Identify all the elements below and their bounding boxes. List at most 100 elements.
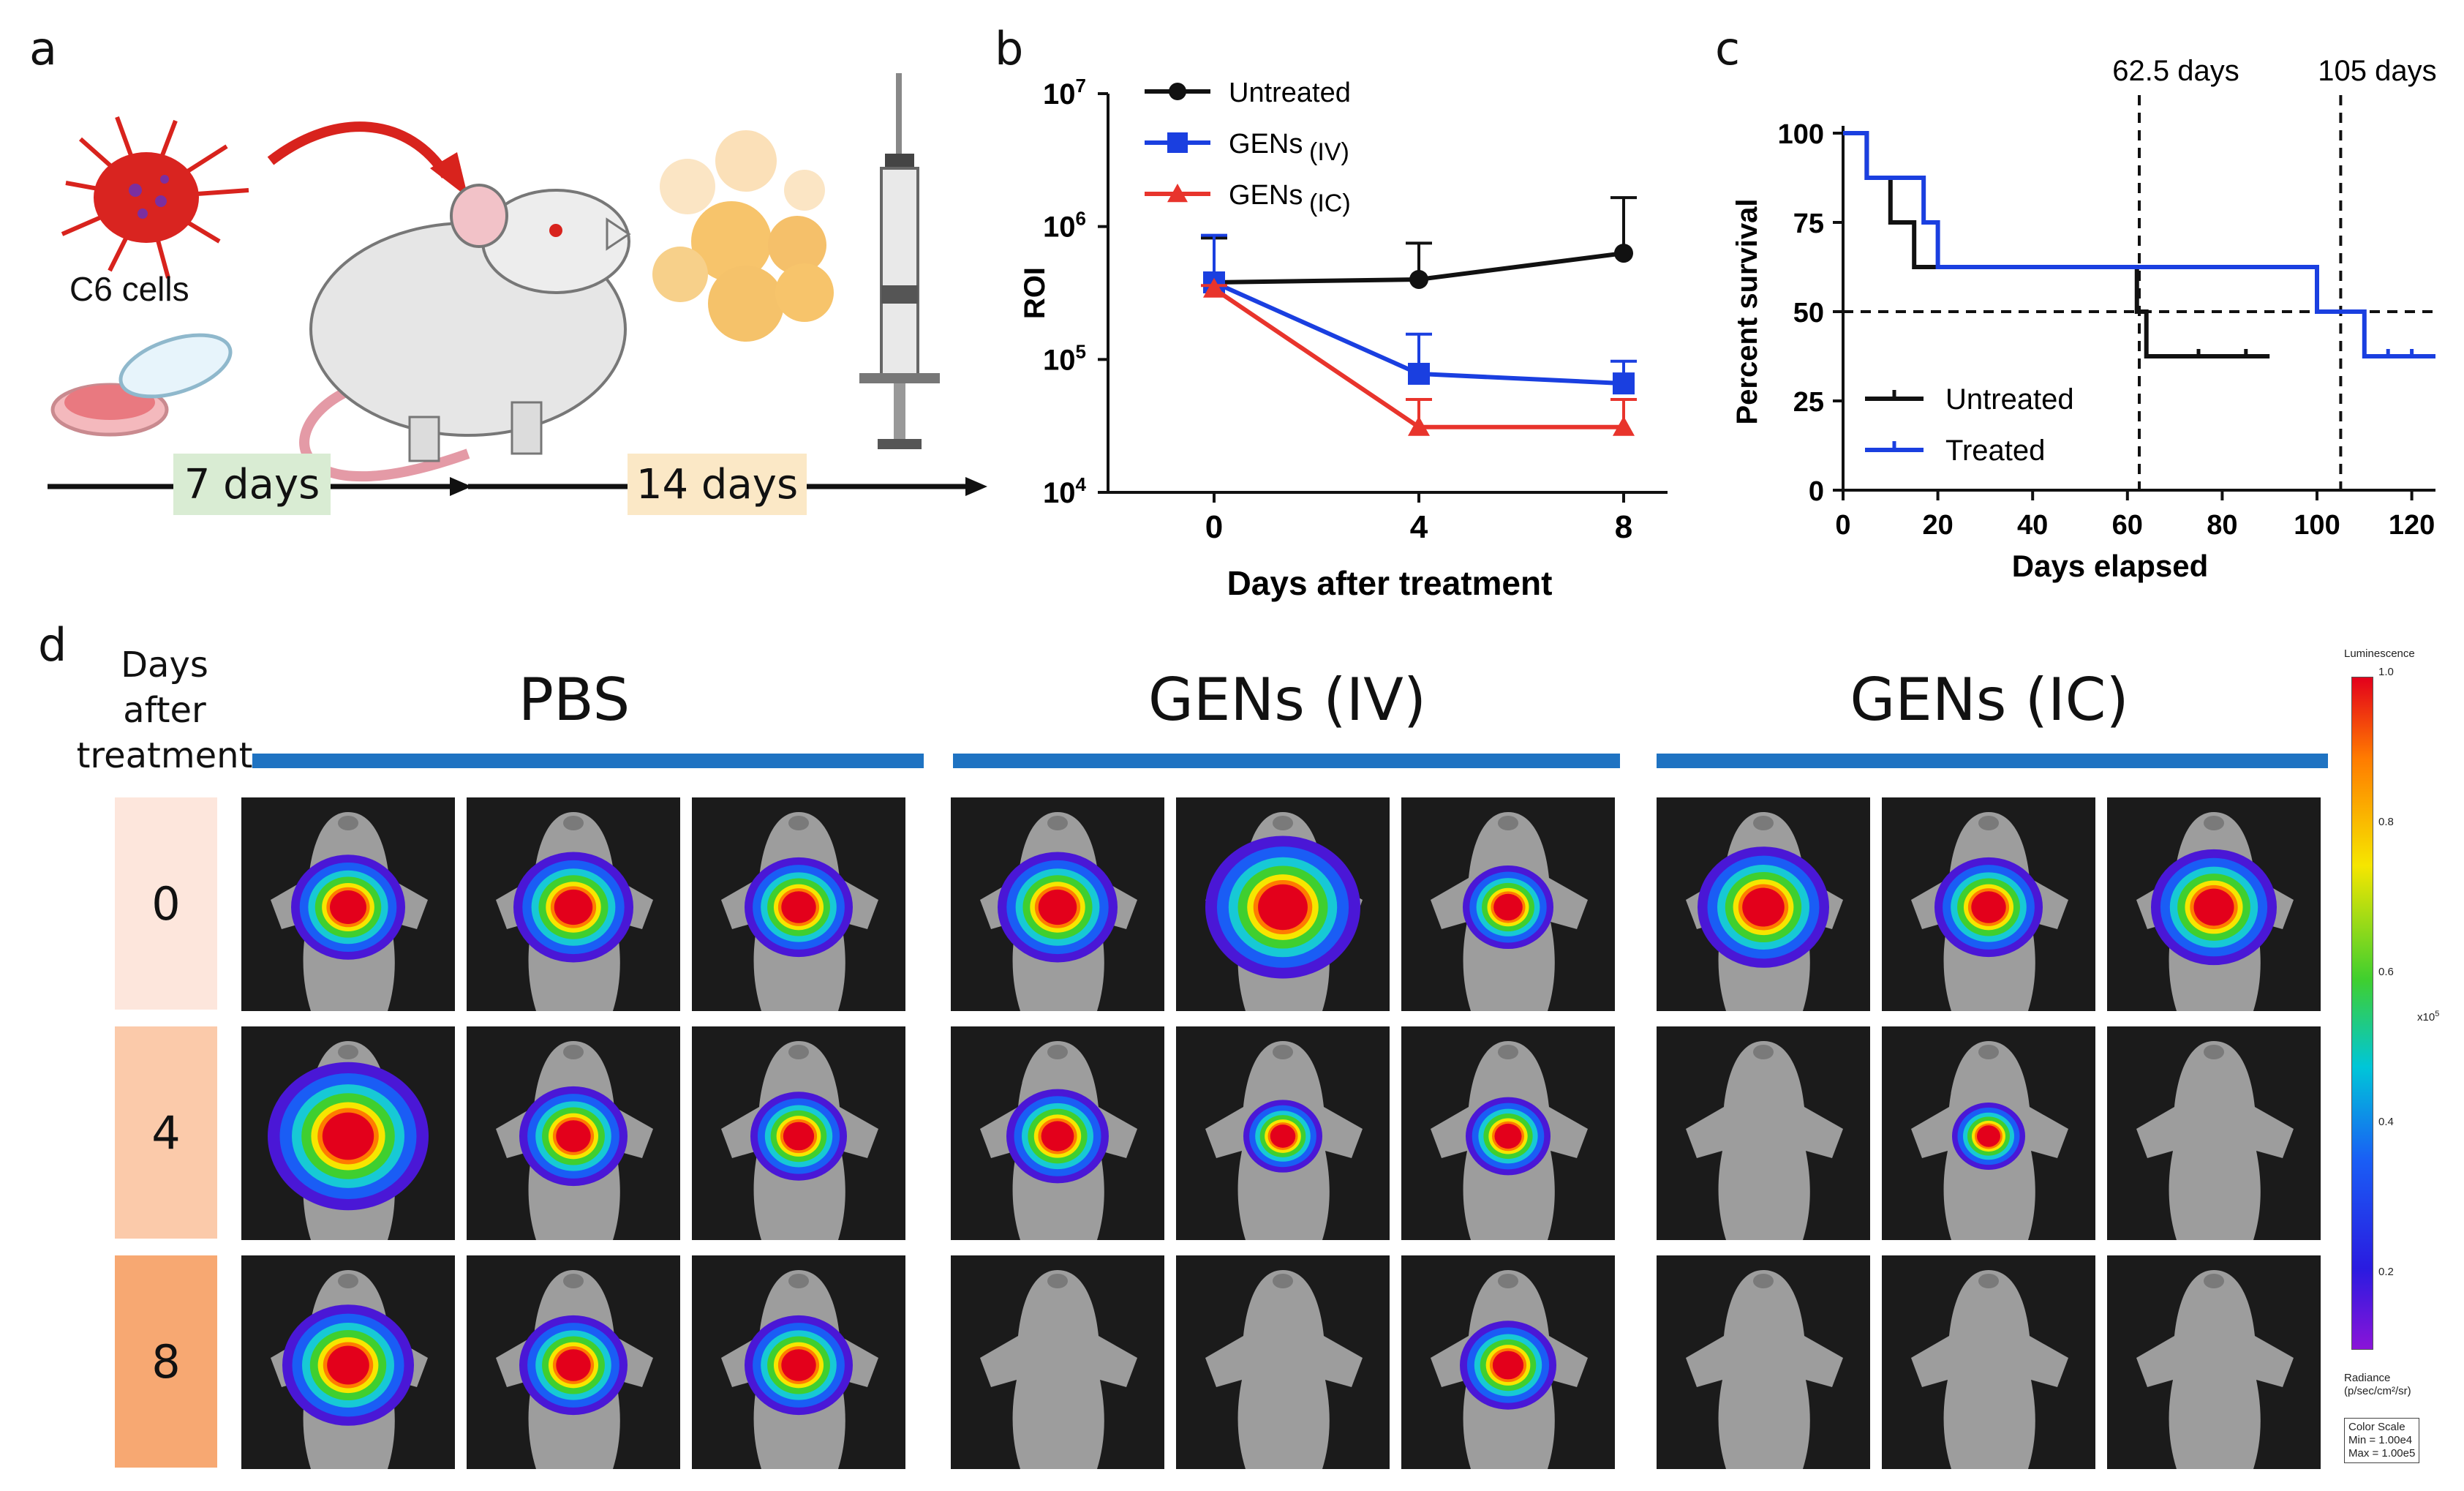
panel-label-d: d	[38, 618, 67, 672]
mouse-nose	[788, 1045, 809, 1059]
y-tick-exponent: 7	[1076, 75, 1086, 97]
y-tick-exponent: 4	[1076, 473, 1087, 495]
signal-ring	[1041, 1121, 1074, 1152]
mouse-nose	[788, 1274, 809, 1288]
x-axis-title: Days after treatment	[1227, 564, 1553, 602]
mouse-nose	[788, 816, 809, 830]
x-tick-label: 0	[1205, 509, 1223, 545]
mouse-nose	[2204, 1274, 2224, 1288]
x-tick-label: 20	[1922, 510, 1953, 541]
data-point	[1203, 277, 1225, 298]
x-tick-label: 8	[1615, 509, 1632, 545]
bioluminescence-image	[1882, 1255, 2095, 1469]
day-box-0: 0	[115, 797, 217, 1010]
mouse-nose	[1047, 816, 1068, 830]
bioluminescence-image	[2107, 1255, 2321, 1469]
signal-ring	[554, 889, 593, 925]
nanoparticles-icon	[652, 130, 834, 342]
colorbar-tick: 0.6	[2378, 966, 2394, 978]
mouse-silhouette	[980, 1270, 1137, 1469]
legend-label: GENs	[1229, 180, 1303, 211]
y-tick-label: 107	[1043, 75, 1086, 110]
signal-ring	[783, 1122, 815, 1151]
signal-ring	[322, 1112, 374, 1160]
colorbar-gradient	[2351, 677, 2373, 1350]
mouse-silhouette	[1686, 1270, 1843, 1469]
mouse-nose	[563, 1045, 584, 1059]
scale-line: Max = 1.00e5	[2348, 1447, 2416, 1460]
reference-label: 62.5 days	[2112, 59, 2239, 87]
mouse-nose	[1978, 1045, 1999, 1059]
row-header-line: treatment	[76, 735, 253, 776]
signal-ring	[327, 1345, 369, 1385]
mouse-silhouette	[1205, 1270, 1363, 1469]
bioluminescence-image	[1657, 1026, 1870, 1240]
group-title-gens-ic: GENs (IC)	[1850, 666, 2129, 734]
bioluminescence-image	[467, 1255, 680, 1469]
bioluminescence-image	[1176, 1026, 1390, 1240]
mouse-nose	[1273, 816, 1293, 830]
bioluminescence-image	[1882, 1026, 2095, 1240]
signal-ring	[781, 1349, 816, 1381]
panel-label-c: c	[1715, 22, 1741, 75]
mouse-nose	[1978, 816, 1999, 830]
timeline-label-7-days: 7 days	[173, 454, 331, 515]
colorbar-tick: 0.8	[2378, 816, 2394, 828]
mouse-nose	[1047, 1045, 1068, 1059]
signal-ring	[1038, 889, 1077, 925]
scale-line: Color Scale	[2348, 1421, 2405, 1433]
panel-label-a: a	[29, 22, 57, 75]
scale-line: Min = 1.00e4	[2348, 1434, 2413, 1446]
mouse-silhouette	[2136, 1270, 2294, 1469]
data-point	[1613, 416, 1635, 436]
x-tick-label: 100	[2294, 510, 2340, 541]
mouse-nose	[338, 816, 358, 830]
day-label: 8	[151, 1334, 181, 1389]
legend-label: Untreated	[1229, 78, 1351, 108]
day-box-8: 8	[115, 1255, 217, 1468]
mouse-nose	[563, 1274, 584, 1288]
legend-marker	[1169, 83, 1186, 100]
legend-marker	[1167, 132, 1188, 153]
bioluminescence-image	[467, 797, 680, 1011]
signal-ring	[1492, 1351, 1524, 1380]
bioluminescence-image	[241, 1255, 455, 1469]
y-tick-exponent: 6	[1076, 208, 1086, 230]
bioluminescence-image	[951, 797, 1164, 1011]
colorbar-exponent-power: 5	[2435, 1010, 2440, 1018]
signal-ring	[1258, 884, 1308, 931]
signal-ring	[556, 1120, 591, 1152]
reference-label: 105 days	[2318, 59, 2436, 87]
bioluminescence-image	[692, 1026, 905, 1240]
group-bar-pbs	[252, 754, 924, 768]
data-point	[1614, 244, 1633, 263]
signal-ring	[1494, 1123, 1522, 1149]
colorbar-exponent: x105	[2417, 1010, 2439, 1024]
row-header: Days after treatment	[73, 642, 256, 778]
bioluminescence-image	[1401, 1255, 1615, 1469]
bioluminescence-image	[467, 1026, 680, 1240]
mouse-nose	[1273, 1274, 1293, 1288]
group-title-gens-iv: GENs (IV)	[1148, 666, 1427, 734]
y-axis-title: Percent survival	[1731, 198, 1763, 424]
y-tick-label: 104	[1043, 473, 1087, 509]
bioluminescence-image	[1657, 797, 1870, 1011]
mouse-nose	[1498, 816, 1518, 830]
colorbar-title: Luminescence	[2344, 647, 2415, 660]
bioluminescence-image	[241, 1026, 455, 1240]
radiance-line: Radiance	[2344, 1372, 2391, 1384]
survival-chart: 0 25 50 75 100 0 20 40 60 80 100 120 Days elapsed Per…	[1731, 59, 2437, 583]
colorbar-radiance: Radiance (p/sec/cm²/sr)	[2344, 1372, 2411, 1398]
legend-marker	[1167, 184, 1188, 203]
bioluminescence-image	[2107, 1026, 2321, 1240]
y-tick-label: 25	[1793, 387, 1824, 418]
mouse-nose	[563, 816, 584, 830]
mouse-nose	[338, 1045, 358, 1059]
mouse-nose	[1978, 1274, 1999, 1288]
bioluminescence-image	[1176, 1255, 1390, 1469]
x-tick-label: 60	[2112, 510, 2143, 541]
mouse-nose	[1273, 1045, 1293, 1059]
tumor-cell-icon	[61, 116, 249, 279]
colorbar-tick: 1.0	[2378, 666, 2394, 678]
bioluminescence-image	[692, 797, 905, 1011]
